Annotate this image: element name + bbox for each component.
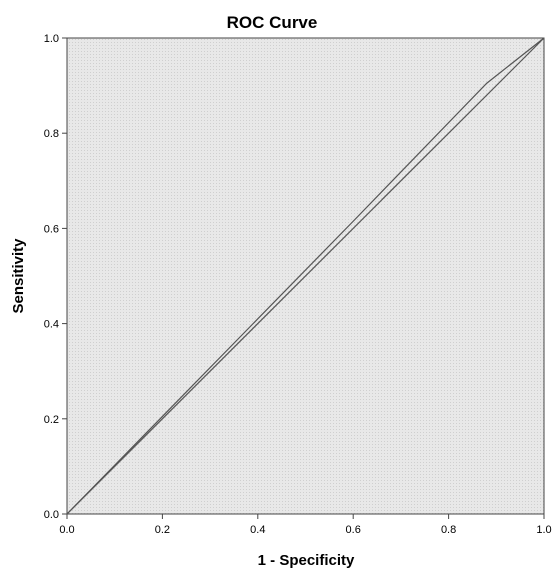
y-tick-label: 1.0	[44, 33, 59, 45]
x-tick-label: 0.8	[441, 524, 456, 536]
y-axis-label: Sensitivity	[10, 238, 27, 314]
y-tick-label: 0.6	[44, 223, 59, 235]
series-group	[66, 37, 545, 515]
x-tick-label: 0.2	[155, 524, 170, 536]
reference-line	[66, 37, 545, 515]
y-tick-label: 0.8	[44, 128, 59, 140]
chart-title: ROC Curve	[227, 13, 318, 32]
x-axis-label: 1 - Specificity	[258, 552, 355, 569]
y-axis: 0.0 0.2 0.4 0.6 0.8 1.0	[44, 33, 67, 521]
x-tick-label: 0.6	[346, 524, 361, 536]
y-tick-label: 0.2	[44, 414, 59, 426]
x-axis: 0.0 0.2 0.4 0.6 0.8 1.0	[59, 514, 552, 536]
x-tick-label: 0.4	[250, 524, 265, 536]
x-tick-label: 1.0	[536, 524, 551, 536]
y-tick-label: 0.4	[44, 319, 59, 331]
y-tick-label: 0.0	[44, 509, 59, 521]
x-tick-label: 0.0	[59, 524, 74, 536]
roc-curve-line	[66, 37, 545, 515]
